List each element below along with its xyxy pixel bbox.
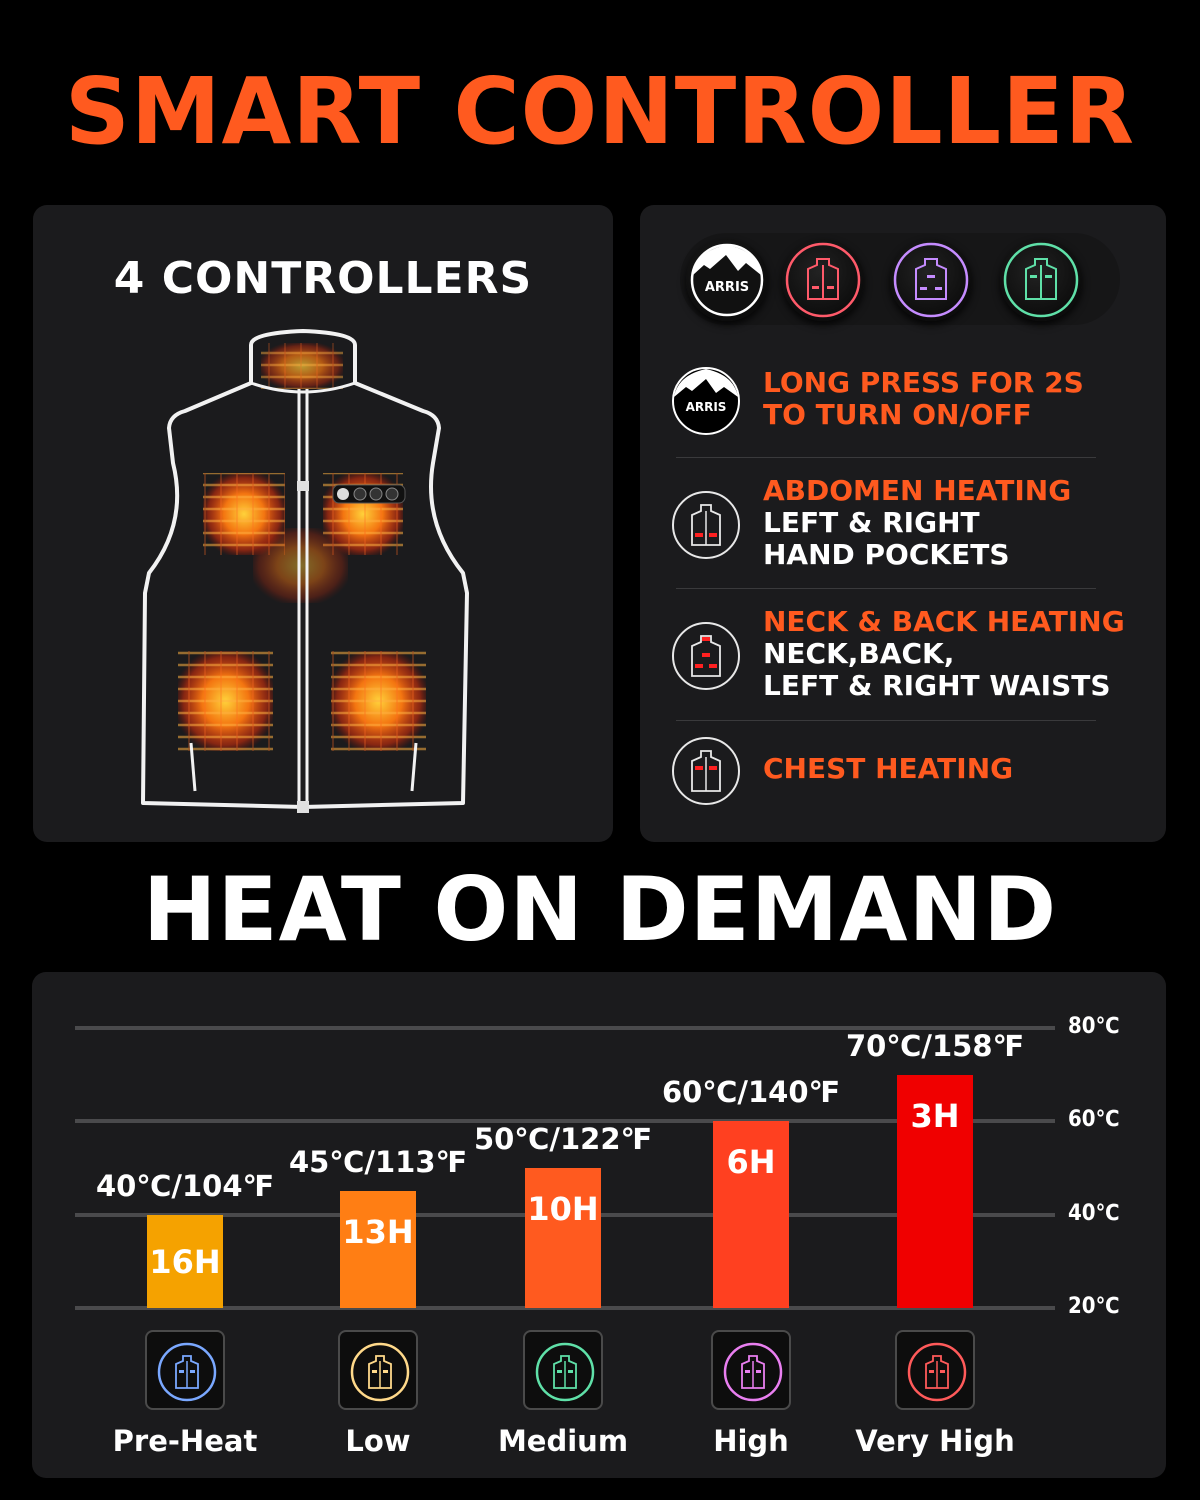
feature-heading-line2: TO TURN ON/OFF bbox=[763, 398, 1032, 431]
vest-icon bbox=[350, 1342, 410, 1402]
bar-temperature-label: 50℃/122℉ bbox=[473, 1122, 653, 1156]
bar-temperature-label: 60℃/140℉ bbox=[661, 1075, 841, 1110]
feature-heading: CHEST HEATING bbox=[763, 752, 1014, 785]
bar-temperature-label: 70℃/158℉ bbox=[845, 1028, 1025, 1063]
y-axis-tick-label: 60℃ bbox=[1068, 1107, 1120, 1133]
bar-temperature-label: 40℃/104℉ bbox=[95, 1168, 275, 1203]
vest-icon bbox=[157, 1342, 217, 1402]
feature-abdomen-heating: ABDOMEN HEATING LEFT & RIGHT HAND POCKET… bbox=[670, 475, 1140, 575]
heat-levels-chart: 80℃ 60℃ 40℃ 20℃ 16H 40℃/104℉ 13H 45℃/113℉ 10H 50… bbox=[32, 972, 1166, 1478]
feature-neck-back-heating: NECK & BACK HEATING NECK,BACK, LEFT & RI… bbox=[670, 606, 1140, 706]
arris-logo-icon: ARRIS bbox=[672, 367, 740, 435]
feature-heading: ABDOMEN HEATING bbox=[763, 474, 1072, 507]
heat-mode-very-high[interactable]: Very High bbox=[835, 1330, 1035, 1458]
controllers-panel: 4 CONTROLLERS bbox=[33, 205, 613, 842]
y-axis-tick-label: 80℃ bbox=[1068, 1014, 1120, 1039]
bar-runtime-label: 13H bbox=[342, 1213, 414, 1252]
gridline bbox=[75, 1026, 1055, 1030]
feature-power: ARRIS LONG PRESS FOR 2S TO TURN ON/OFF bbox=[670, 365, 1140, 437]
vest-abdomen-icon bbox=[785, 242, 861, 318]
y-axis-tick-label: 40℃ bbox=[1068, 1200, 1120, 1226]
feature-heading: NECK & BACK HEATING bbox=[763, 605, 1125, 638]
feature-detail: HAND POCKETS bbox=[763, 538, 1010, 571]
bar-very-high: 3H bbox=[897, 1074, 973, 1308]
mode-label: Medium bbox=[497, 1424, 629, 1458]
feature-detail: NECK,BACK, bbox=[763, 637, 955, 670]
heating-zone-neck bbox=[261, 343, 343, 389]
heat-mode-medium[interactable]: Medium bbox=[463, 1330, 663, 1458]
vest-icon bbox=[907, 1342, 967, 1402]
mode-label: High bbox=[713, 1424, 789, 1458]
vest-icon bbox=[535, 1342, 595, 1402]
bar-medium: 10H bbox=[525, 1168, 601, 1308]
controller-functions-panel: ARRIS bbox=[640, 205, 1166, 842]
y-axis-tick-label: 20℃ bbox=[1068, 1294, 1120, 1319]
chest-heating-button[interactable] bbox=[1000, 239, 1082, 321]
controllers-title: 4 CONTROLLERS bbox=[113, 253, 533, 304]
bar-temperature-label: 45℃/113℉ bbox=[288, 1145, 468, 1180]
heat-mode-pre-heat[interactable]: Pre-Heat bbox=[85, 1330, 285, 1458]
gridline bbox=[75, 1306, 1055, 1310]
vest-abdomen-icon bbox=[672, 491, 740, 559]
abdomen-heating-button[interactable] bbox=[782, 239, 864, 321]
svg-text:ARRIS: ARRIS bbox=[705, 280, 749, 295]
section-title: HEAT ON DEMAND bbox=[142, 858, 1058, 961]
svg-text:ARRIS: ARRIS bbox=[686, 400, 727, 414]
mode-button[interactable] bbox=[895, 1330, 975, 1410]
heating-zone-right-pocket bbox=[331, 651, 426, 751]
mode-button[interactable] bbox=[711, 1330, 791, 1410]
bar-runtime-label: 10H bbox=[527, 1190, 599, 1228]
heating-zone-left-pocket bbox=[178, 651, 273, 751]
controller-button-strip: ARRIS bbox=[680, 233, 1120, 325]
vest-chest-icon bbox=[672, 737, 740, 805]
heat-mode-low[interactable]: Low bbox=[278, 1330, 478, 1458]
divider bbox=[676, 588, 1096, 589]
neck-back-heating-button[interactable] bbox=[890, 239, 972, 321]
heat-mode-high[interactable]: High bbox=[651, 1330, 851, 1458]
bar-runtime-label: 6H bbox=[726, 1143, 776, 1182]
bar-pre-heat: 16H bbox=[147, 1214, 223, 1308]
mode-label: Pre-Heat bbox=[112, 1424, 258, 1458]
vest-back-icon bbox=[893, 242, 969, 318]
vest-back-icon bbox=[672, 622, 740, 690]
heated-vest-illustration bbox=[141, 329, 469, 813]
bar-runtime-label: 16H bbox=[149, 1242, 221, 1281]
feature-heading: LONG PRESS FOR 2S bbox=[763, 366, 1084, 399]
feature-detail: LEFT & RIGHT WAISTS bbox=[763, 669, 1111, 702]
page-title: SMART CONTROLLER bbox=[64, 58, 1136, 165]
power-button[interactable]: ARRIS bbox=[686, 239, 768, 321]
divider bbox=[676, 457, 1096, 458]
mode-button[interactable] bbox=[338, 1330, 418, 1410]
vest-controller-module bbox=[332, 484, 406, 504]
bar-low: 13H bbox=[340, 1191, 416, 1308]
mode-button[interactable] bbox=[145, 1330, 225, 1410]
feature-chest-heating: CHEST HEATING bbox=[670, 735, 1140, 807]
mode-label: Very High bbox=[855, 1424, 1015, 1458]
feature-detail: LEFT & RIGHT bbox=[763, 506, 980, 539]
mode-button[interactable] bbox=[523, 1330, 603, 1410]
gridline bbox=[75, 1119, 1055, 1124]
divider bbox=[676, 720, 1096, 721]
bar-high: 6H bbox=[713, 1121, 789, 1308]
bar-runtime-label: 3H bbox=[910, 1096, 960, 1135]
vest-icon bbox=[723, 1342, 783, 1402]
vest-chest-icon bbox=[1003, 242, 1079, 318]
mode-label: Low bbox=[345, 1424, 411, 1458]
arris-logo-icon: ARRIS bbox=[690, 243, 764, 317]
